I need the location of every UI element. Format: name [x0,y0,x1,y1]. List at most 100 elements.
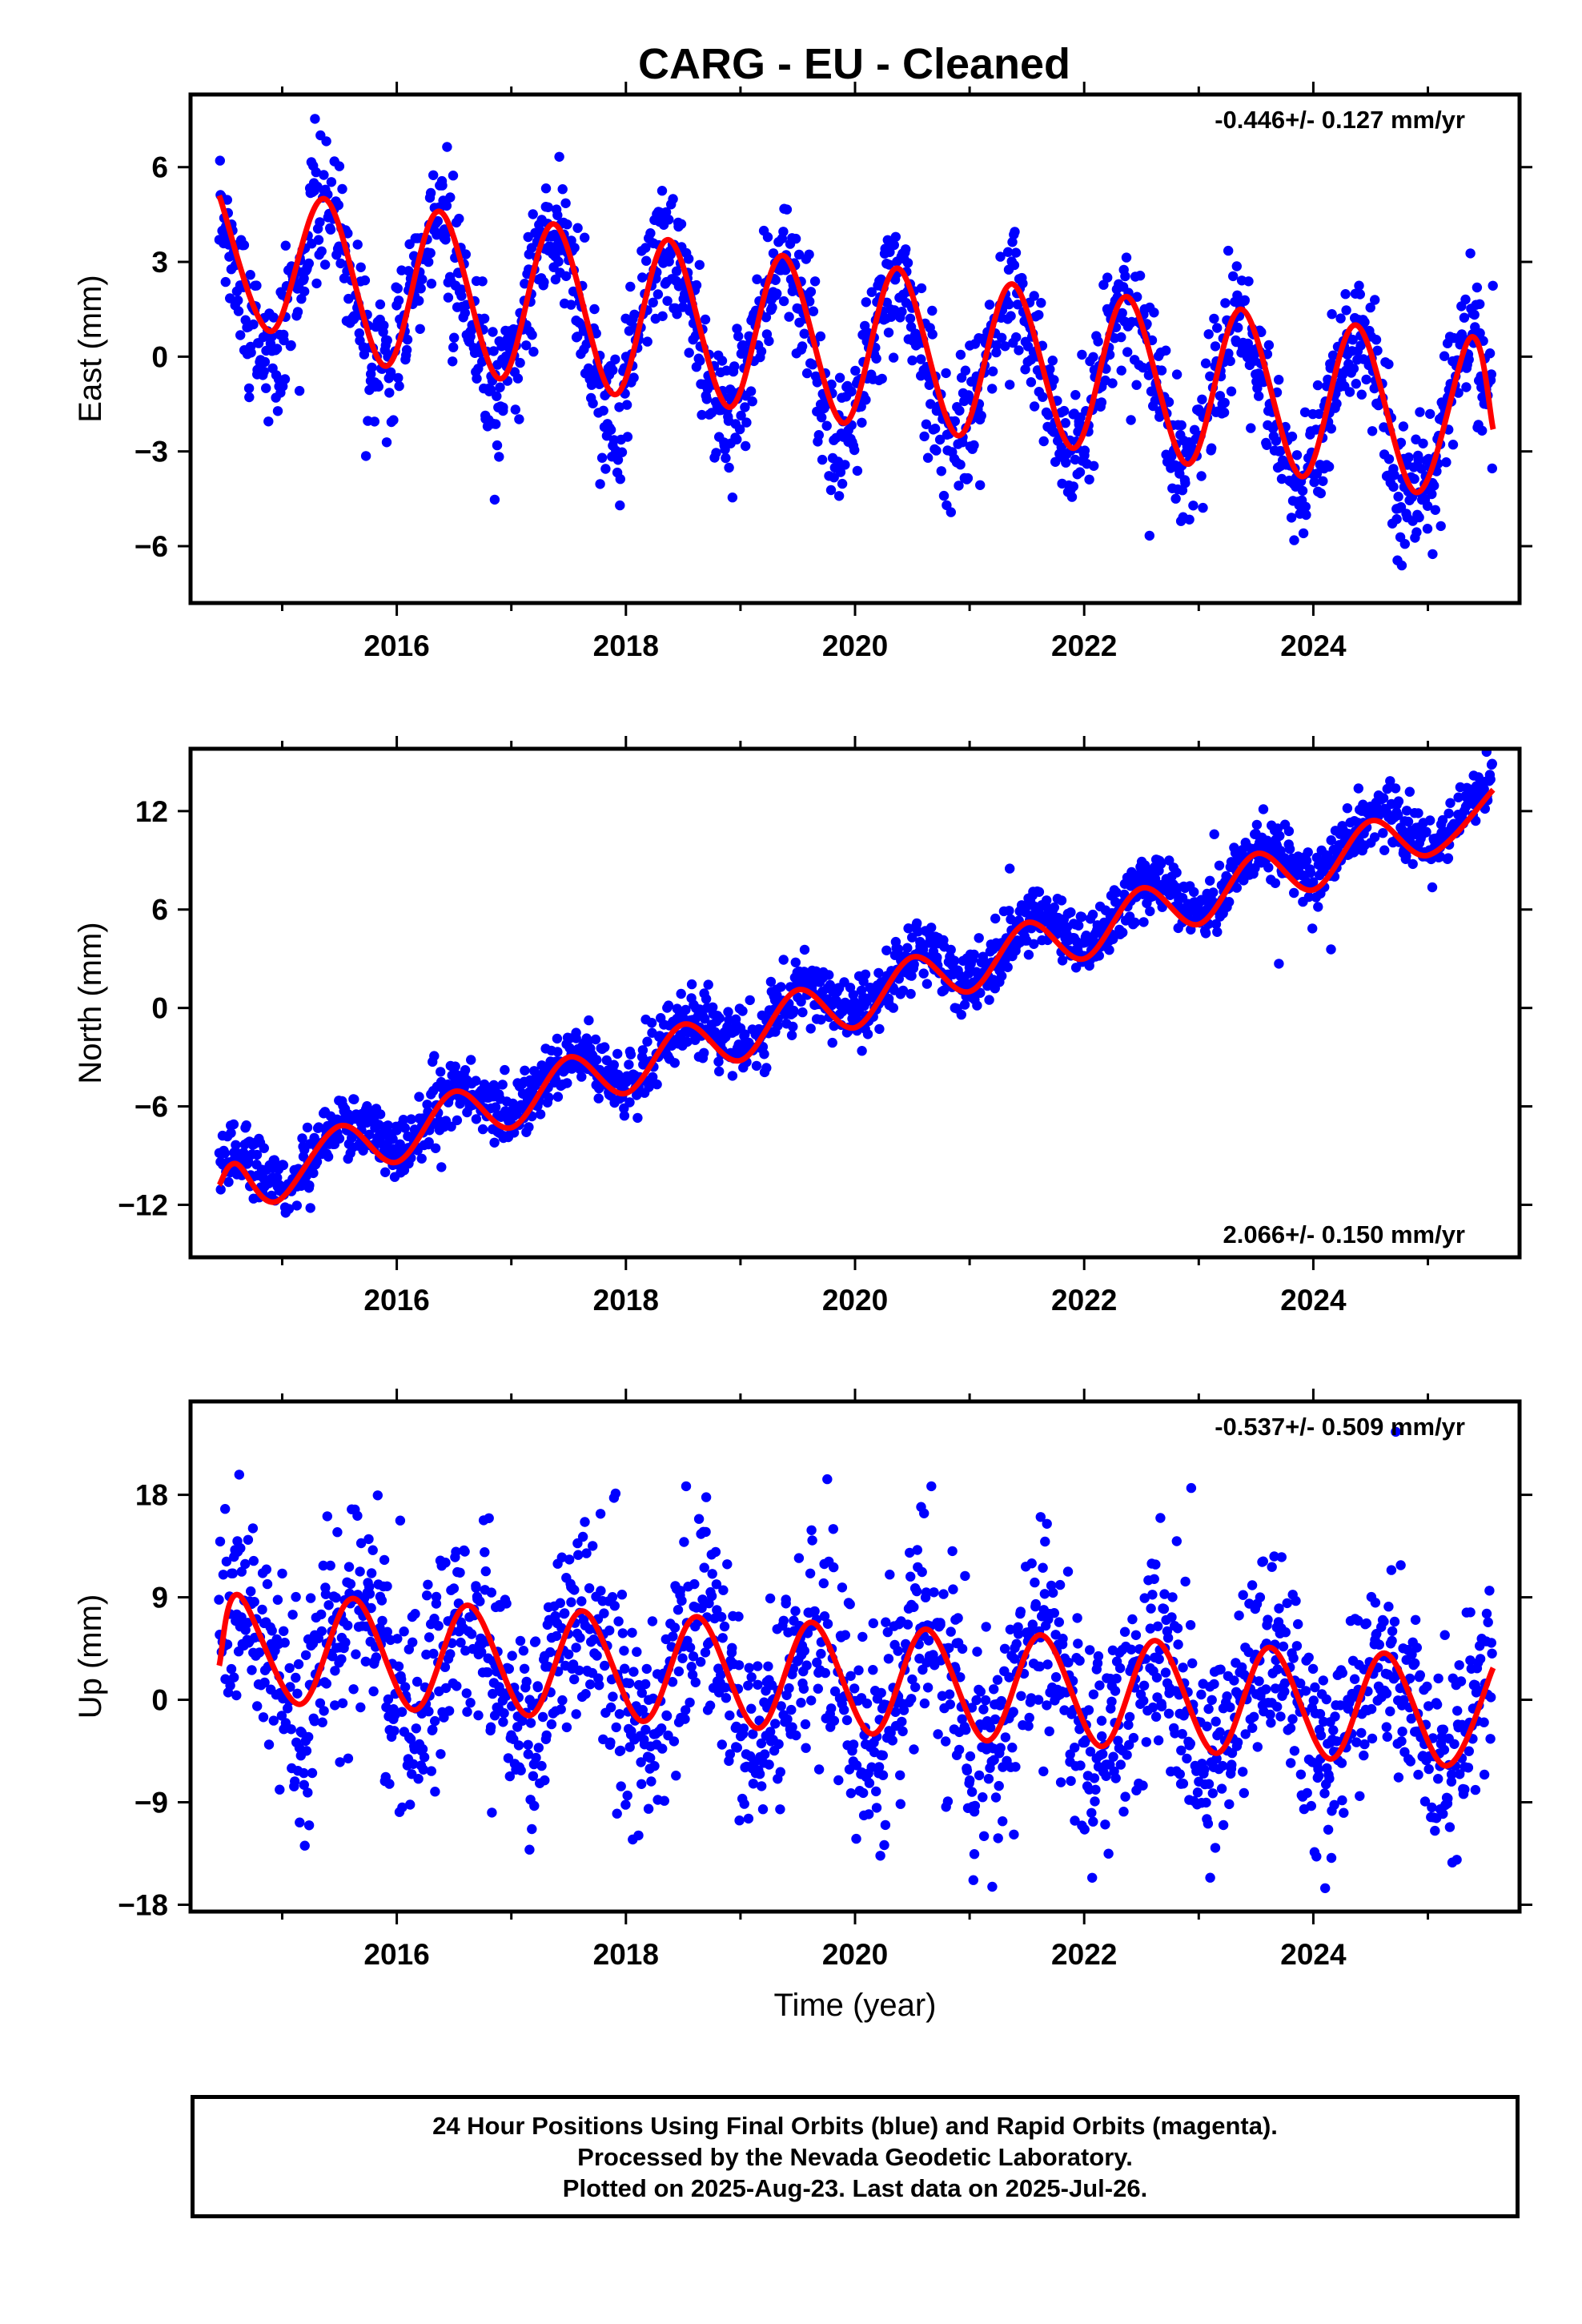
up-point [681,1481,692,1492]
east-point [384,388,395,398]
up-point [317,1717,327,1727]
up-point [1042,1659,1053,1670]
east-ytick-label: 0 [151,340,168,373]
north-point [699,1047,709,1059]
north-point [926,923,937,933]
up-point [316,1626,327,1637]
east-point [616,447,628,457]
east-point [797,341,808,352]
north-point [723,1007,733,1017]
up-point [1176,1745,1186,1755]
up-point [303,1787,313,1798]
up-point [681,1705,691,1715]
up-point [392,1634,403,1644]
north-point [759,1049,769,1059]
north-point [881,945,892,956]
east-point [1007,237,1018,247]
up-point [837,1582,848,1593]
east-point [225,293,235,304]
up-point [351,1649,361,1659]
up-point [577,1531,588,1542]
north-point [1231,883,1243,893]
east-point [889,239,900,251]
east-point [1355,340,1366,351]
north-point [608,1059,619,1070]
north-ytick-label: −12 [118,1188,168,1221]
north-point [1487,758,1498,769]
east-point [700,314,711,325]
north-point [363,1129,375,1140]
up-point [845,1599,855,1610]
east-point [354,328,364,339]
up-point [700,1647,711,1658]
north-point [805,1023,816,1034]
up-point [697,1602,707,1614]
up-point [451,1546,461,1557]
east-point [780,265,791,275]
up-point [861,1699,873,1709]
up-point [947,1546,958,1557]
east-point [745,386,757,396]
east-point [1262,440,1272,450]
up-point [800,1719,811,1730]
up-point [405,1799,416,1810]
east-point [706,408,717,418]
north-point [1258,804,1269,814]
up-point [975,1687,986,1697]
up-point [609,1601,620,1611]
up-point [433,1621,444,1631]
east-point [572,223,583,233]
up-point [661,1711,673,1721]
up-point [753,1679,763,1690]
up-point [1124,1711,1135,1723]
north-point [552,1033,563,1044]
up-point [1115,1759,1126,1770]
east-point [1000,341,1010,352]
north-point [1369,832,1380,842]
east-point [1254,391,1264,401]
up-point [533,1743,544,1753]
east-point [1089,460,1099,471]
east-point [449,332,460,343]
north-point [490,1102,501,1112]
up-point [569,1674,580,1685]
up-point [895,1770,905,1780]
up-point [919,1698,930,1709]
east-point [1243,276,1254,287]
north-point [909,959,919,970]
north-point [938,985,950,995]
north-point [323,1152,334,1162]
east-point [1427,549,1438,560]
north-point [497,1080,508,1090]
up-point [619,1646,629,1656]
east-point [661,207,672,218]
east-point [1414,512,1424,523]
north-point [632,1112,643,1124]
north-point [799,944,810,955]
up-point [485,1722,496,1732]
east-point [1043,410,1054,420]
up-point [645,1753,656,1763]
north-point [1211,919,1222,930]
up-point [417,1743,428,1755]
up-point [677,1595,687,1606]
up-point [444,1706,455,1716]
up-point [272,1594,283,1605]
up-point [1035,1512,1046,1522]
up-point [1098,1749,1108,1759]
north-point [959,999,970,1010]
up-point [877,1770,889,1780]
east-point [382,335,392,346]
east-point [817,454,828,465]
east-point [812,377,822,388]
up-point [1146,1603,1156,1614]
east-point [1396,560,1407,571]
east-point [936,466,947,476]
up-point [1160,1667,1171,1678]
east-point [1289,535,1299,545]
up-point [465,1698,476,1708]
north-point [592,1055,602,1065]
up-point [643,1803,654,1814]
up-point [575,1632,585,1643]
up-point [1033,1695,1044,1705]
